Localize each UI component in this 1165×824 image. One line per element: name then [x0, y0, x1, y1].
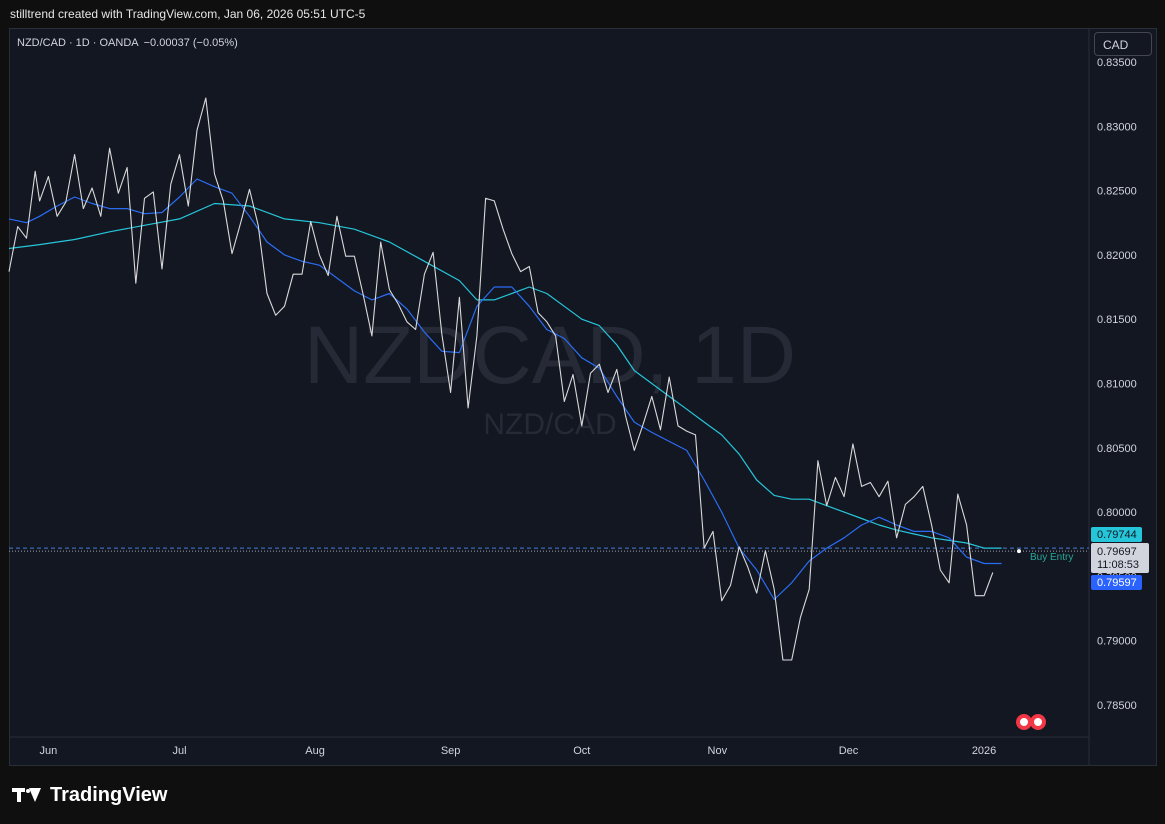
y-tick-label: 0.82500 — [1097, 186, 1137, 198]
currency-button[interactable]: CAD — [1094, 32, 1152, 56]
watermark-main: NZDCAD, 1D — [304, 310, 796, 401]
x-tick-label: Dec — [839, 745, 859, 757]
tradingview-brand-name: TradingView — [50, 783, 168, 806]
watermark-sub: NZD/CAD — [483, 408, 616, 441]
economic-event-icon[interactable] — [1016, 714, 1046, 730]
price-tag-ma-fast-bg — [1091, 575, 1142, 590]
tradingview-logo: TradingView — [12, 782, 167, 808]
series-layer — [8, 97, 1002, 661]
legend-symbol-line: NZD/CAD · 1D · OANDA — [17, 37, 139, 49]
y-tick-label: 0.83500 — [1097, 57, 1137, 69]
x-tick-label: 2026 — [972, 745, 996, 757]
y-tick-label: 0.80000 — [1097, 507, 1137, 519]
attribution-text: stilltrend created with TradingView.com,… — [10, 7, 366, 21]
price-tag-ma-fast: 0.79597 — [1091, 575, 1142, 590]
y-tick-label: 0.81500 — [1097, 314, 1137, 326]
x-tick-label: Sep — [441, 745, 461, 757]
price-tag-ma-fast-text: 0.79597 — [1097, 577, 1137, 589]
y-tick-label: 0.78500 — [1097, 700, 1137, 712]
x-tick-label: Jun — [39, 745, 57, 757]
legend-symbol: NZD/CAD · 1D · OANDA −0.00037 (−0.05%) — [17, 37, 238, 49]
y-tick-label: 0.82000 — [1097, 250, 1137, 262]
series-line-ma-slow — [8, 202, 1002, 549]
time-axis[interactable]: Jun Jul Aug Sep Oct Nov Dec 2026 — [39, 745, 996, 757]
x-tick-label: Nov — [708, 745, 728, 757]
x-tick-label: Jul — [172, 745, 186, 757]
buy-entry-label[interactable]: Buy Entry — [1030, 552, 1073, 563]
y-tick-label: 0.83000 — [1097, 121, 1137, 133]
price-tag-last: 0.79697 11:08:53 — [1091, 543, 1149, 573]
series-line-ma-fast — [8, 178, 1002, 601]
x-tick-label: Oct — [573, 745, 590, 757]
y-tick-label: 0.81000 — [1097, 379, 1137, 391]
series-line-price — [8, 97, 994, 661]
y-tick-label: 0.79000 — [1097, 636, 1137, 648]
price-tag-last-value: 0.79697 — [1097, 546, 1137, 558]
price-tag-ma-slow: 0.79744 — [1091, 527, 1142, 542]
price-tag-ma-slow-bg — [1091, 527, 1142, 542]
tradingview-mark-icon — [12, 786, 44, 804]
price-tag-last-bg — [1091, 543, 1149, 573]
buy-entry-marker[interactable] — [1017, 549, 1021, 554]
chart-frame[interactable] — [9, 28, 1157, 766]
attribution-bar: stilltrend created with TradingView.com,… — [0, 0, 1165, 28]
price-axis[interactable]: 0.83500 0.83000 0.82500 0.82000 0.81500 0.810… — [1097, 57, 1137, 712]
price-tag-ma-slow-text: 0.79744 — [1097, 529, 1137, 541]
legend-change: −0.00037 (−0.05%) — [144, 37, 238, 49]
x-tick-label: Aug — [305, 745, 325, 757]
y-tick-label: 0.80500 — [1097, 443, 1137, 455]
price-tag-countdown: 11:08:53 — [1097, 559, 1139, 571]
